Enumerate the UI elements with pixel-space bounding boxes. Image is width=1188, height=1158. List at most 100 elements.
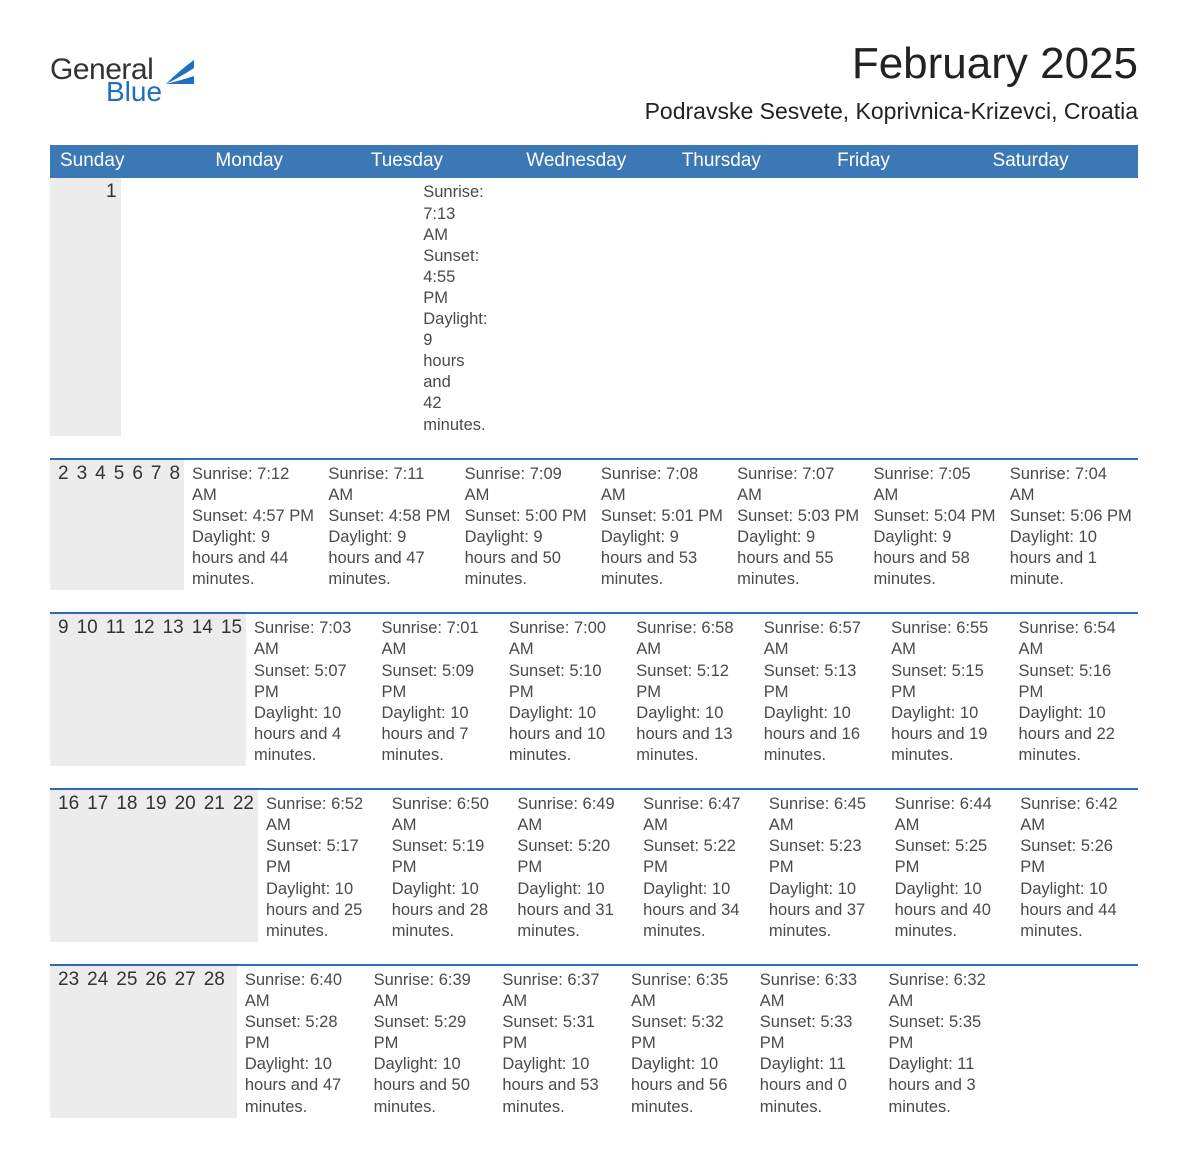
sunrise-line: Sunrise: 6:40 AM — [245, 970, 360, 1012]
sunset-line: Sunset: 4:55 PM — [423, 246, 458, 309]
dow-sunday: Sunday — [50, 145, 205, 178]
sunrise-line: Sunrise: 6:32 AM — [889, 970, 1004, 1012]
sunrise-line: Sunrise: 6:57 AM — [764, 618, 877, 660]
sunset-line: Sunset: 5:26 PM — [1020, 836, 1132, 878]
day-details: Sunrise: 6:57 AMSunset: 5:13 PMDaylight:… — [756, 614, 877, 766]
daylight-line: Daylight: 11 hours and 3 minutes. — [889, 1054, 1004, 1117]
dow-tuesday: Tuesday — [361, 145, 516, 178]
day-cell — [121, 178, 170, 435]
sunrise-line: Sunrise: 7:05 AM — [873, 464, 995, 506]
day-of-week-header: Sunday Monday Tuesday Wednesday Thursday… — [50, 145, 1138, 178]
day-cell: Sunrise: 7:13 AMSunset: 4:55 PMDaylight:… — [415, 178, 464, 435]
daylight-line: Daylight: 10 hours and 50 minutes. — [374, 1054, 489, 1117]
sunrise-line: Sunrise: 7:08 AM — [601, 464, 723, 506]
daylight-line: Daylight: 10 hours and 19 minutes. — [891, 703, 1004, 766]
day-number: 25 — [108, 966, 137, 1118]
day-number: 11 — [98, 614, 126, 766]
week-row: 16171819202122Sunrise: 6:52 AMSunset: 5:… — [50, 788, 1138, 942]
day-number: 17 — [79, 790, 108, 942]
day-number: 20 — [167, 790, 196, 942]
day-cell: Sunrise: 7:04 AMSunset: 5:06 PMDaylight:… — [1002, 460, 1138, 591]
day-details: Sunrise: 7:01 AMSunset: 5:09 PMDaylight:… — [373, 614, 494, 766]
day-details: Sunrise: 7:11 AMSunset: 4:58 PMDaylight:… — [320, 460, 450, 591]
header-block: General Blue February 2025 Podravske Ses… — [50, 40, 1138, 125]
sunset-line: Sunset: 5:25 PM — [895, 836, 1007, 878]
day-details: Sunrise: 7:04 AMSunset: 5:06 PMDaylight:… — [1002, 460, 1132, 591]
day-number: 1 — [98, 178, 121, 435]
day-number: 24 — [79, 966, 108, 1118]
daylight-line: Daylight: 10 hours and 1 minute. — [1010, 527, 1132, 590]
day-cell — [219, 178, 268, 435]
daylight-line: Daylight: 10 hours and 31 minutes. — [517, 879, 629, 942]
sunset-line: Sunset: 5:13 PM — [764, 661, 877, 703]
day-number-row: 9101112131415 — [50, 614, 246, 766]
week-row: 232425262728Sunrise: 6:40 AMSunset: 5:28… — [50, 964, 1138, 1118]
daylight-line: Daylight: 11 hours and 0 minutes. — [760, 1054, 875, 1117]
day-details: Sunrise: 7:09 AMSunset: 5:00 PMDaylight:… — [457, 460, 587, 591]
sunrise-line: Sunrise: 6:44 AM — [895, 794, 1007, 836]
day-cell: Sunrise: 6:37 AMSunset: 5:31 PMDaylight:… — [494, 966, 623, 1118]
day-number: 9 — [50, 614, 69, 766]
sunset-line: Sunset: 4:57 PM — [192, 506, 314, 527]
day-cell — [170, 178, 219, 435]
day-details — [219, 178, 262, 274]
sunrise-line: Sunrise: 6:42 AM — [1020, 794, 1132, 836]
daylight-line: Daylight: 10 hours and 53 minutes. — [502, 1054, 617, 1117]
day-number-row: 16171819202122 — [50, 790, 258, 942]
day-details — [170, 178, 213, 274]
daylight-line: Daylight: 9 hours and 58 minutes. — [873, 527, 995, 590]
day-number: 22 — [225, 790, 258, 942]
sunset-line: Sunset: 5:16 PM — [1019, 661, 1132, 703]
sunrise-line: Sunrise: 7:04 AM — [1010, 464, 1132, 506]
day-number: 14 — [184, 614, 213, 766]
day-cell: Sunrise: 6:50 AMSunset: 5:19 PMDaylight:… — [384, 790, 510, 942]
dow-friday: Friday — [827, 145, 982, 178]
day-number — [58, 178, 66, 435]
day-cell — [1009, 966, 1138, 1118]
day-number: 6 — [124, 460, 143, 591]
day-details: Sunrise: 6:58 AMSunset: 5:12 PMDaylight:… — [628, 614, 749, 766]
sunset-line: Sunset: 5:10 PM — [509, 661, 622, 703]
day-details: Sunrise: 6:47 AMSunset: 5:22 PMDaylight:… — [635, 790, 755, 942]
daylight-line: Daylight: 10 hours and 16 minutes. — [764, 703, 877, 766]
day-number: 15 — [213, 614, 246, 766]
daylight-line: Daylight: 10 hours and 34 minutes. — [643, 879, 755, 942]
day-cell: Sunrise: 7:03 AMSunset: 5:07 PMDaylight:… — [246, 614, 373, 766]
day-body-row: Sunrise: 7:03 AMSunset: 5:07 PMDaylight:… — [246, 614, 1138, 766]
day-number-row: 2345678 — [50, 460, 184, 591]
daylight-line: Daylight: 10 hours and 56 minutes. — [631, 1054, 746, 1117]
day-details — [121, 178, 164, 274]
day-number: 5 — [106, 460, 125, 591]
sunrise-line: Sunrise: 6:55 AM — [891, 618, 1004, 660]
day-number — [50, 178, 58, 435]
sunset-line: Sunset: 5:20 PM — [517, 836, 629, 878]
week-row: 1 Sunrise: 7:13 AMSunset: 4:55 PMDaylight… — [50, 178, 1138, 435]
day-cell: Sunrise: 7:09 AMSunset: 5:00 PMDaylight:… — [457, 460, 593, 591]
day-cell: Sunrise: 6:54 AMSunset: 5:16 PMDaylight:… — [1011, 614, 1138, 766]
day-details: Sunrise: 7:12 AMSunset: 4:57 PMDaylight:… — [184, 460, 314, 591]
daylight-line: Daylight: 9 hours and 50 minutes. — [465, 527, 587, 590]
day-number: 3 — [69, 460, 88, 591]
sail-icon — [166, 60, 196, 91]
day-number — [66, 178, 74, 435]
day-details: Sunrise: 6:45 AMSunset: 5:23 PMDaylight:… — [761, 790, 881, 942]
day-number: 12 — [125, 614, 154, 766]
sunset-line: Sunset: 5:22 PM — [643, 836, 755, 878]
day-number: 8 — [161, 460, 184, 591]
sunset-line: Sunset: 5:17 PM — [266, 836, 378, 878]
daylight-line: Daylight: 9 hours and 44 minutes. — [192, 527, 314, 590]
day-number-row: 1 — [50, 178, 121, 435]
daylight-line: Daylight: 10 hours and 47 minutes. — [245, 1054, 360, 1117]
day-details: Sunrise: 7:08 AMSunset: 5:01 PMDaylight:… — [593, 460, 723, 591]
day-details: Sunrise: 6:52 AMSunset: 5:17 PMDaylight:… — [258, 790, 378, 942]
day-cell: Sunrise: 7:12 AMSunset: 4:57 PMDaylight:… — [184, 460, 320, 591]
sunrise-line: Sunrise: 7:01 AM — [381, 618, 494, 660]
day-number — [74, 178, 82, 435]
daylight-line: Daylight: 10 hours and 28 minutes. — [392, 879, 504, 942]
day-cell: Sunrise: 7:08 AMSunset: 5:01 PMDaylight:… — [593, 460, 729, 591]
sunset-line: Sunset: 4:58 PM — [328, 506, 450, 527]
sunset-line: Sunset: 5:32 PM — [631, 1012, 746, 1054]
sunset-line: Sunset: 5:19 PM — [392, 836, 504, 878]
day-details — [268, 178, 311, 274]
day-cell: Sunrise: 7:01 AMSunset: 5:09 PMDaylight:… — [373, 614, 500, 766]
